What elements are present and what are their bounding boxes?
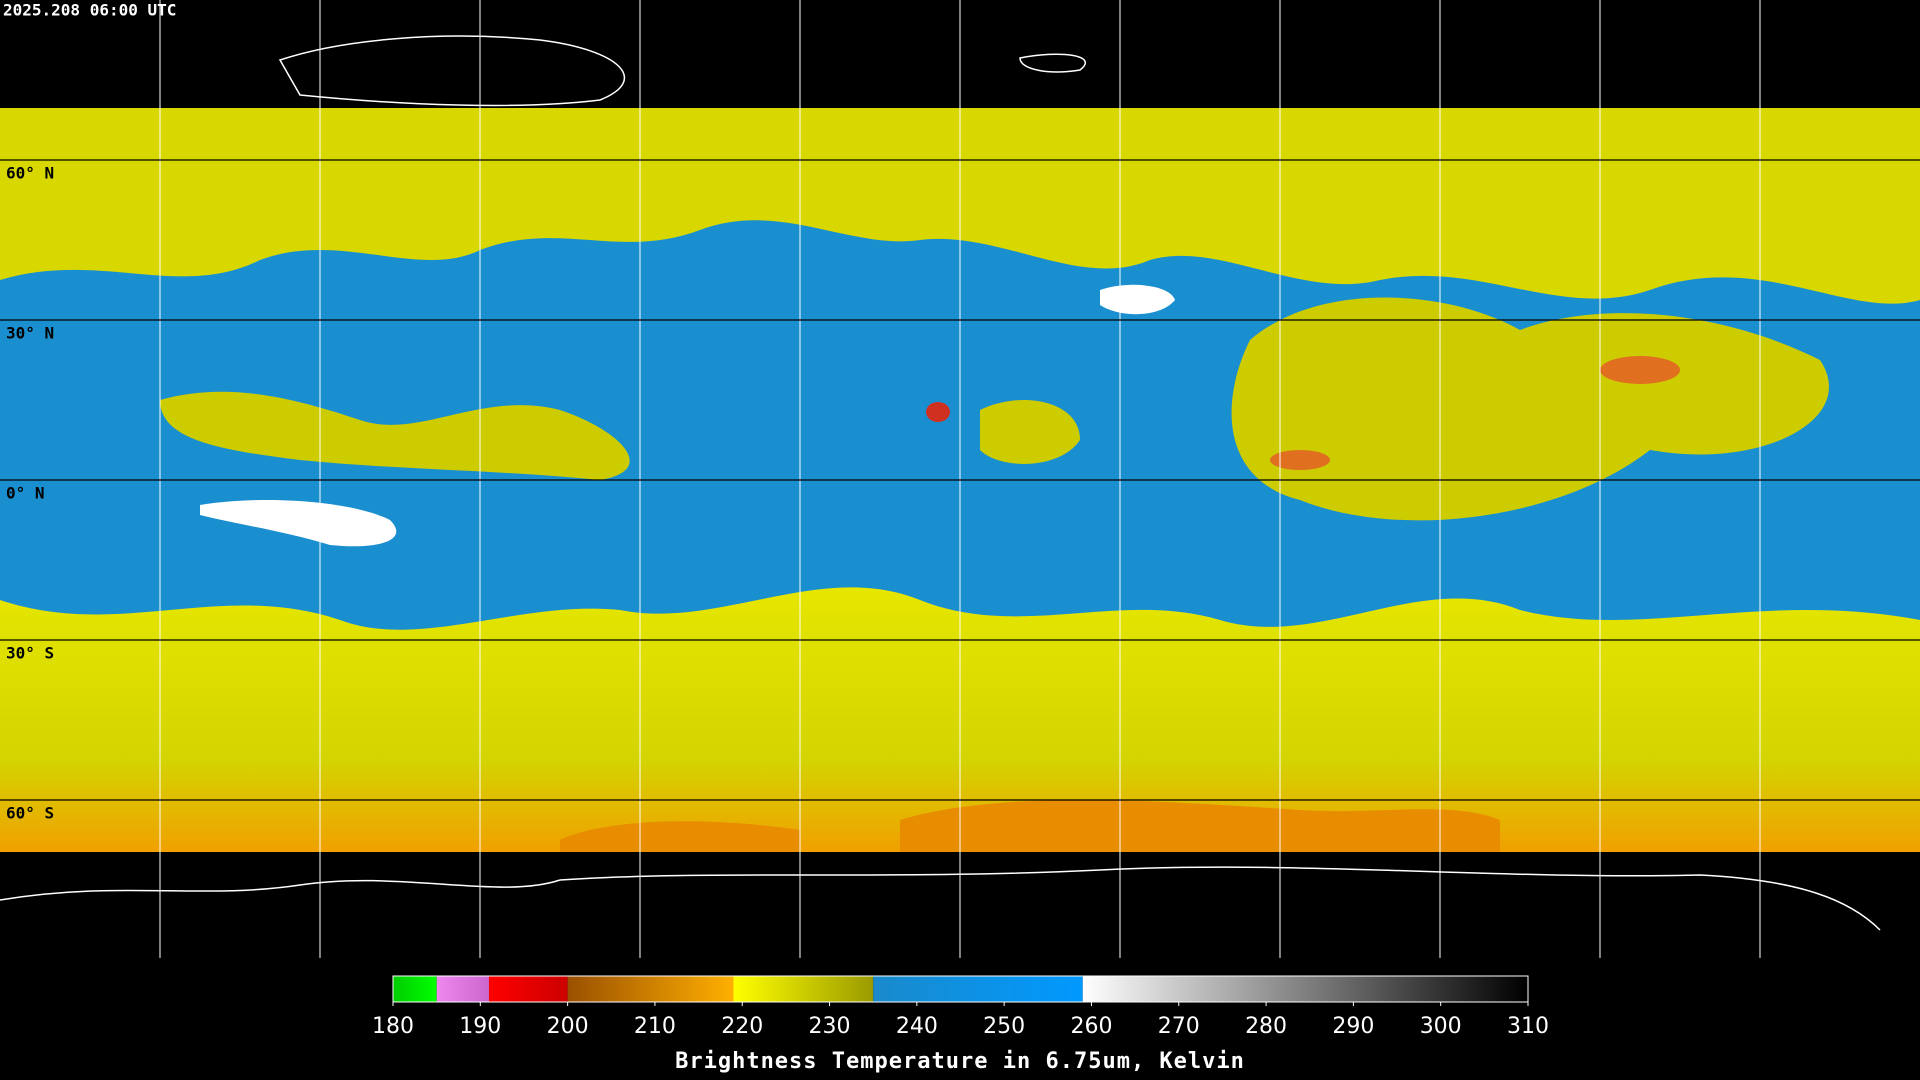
deep-convection: [1600, 356, 1680, 384]
colorbar-tick-label: 270: [1158, 1014, 1200, 1039]
colorbar-tick-label: 180: [372, 1014, 414, 1039]
colorbar-segment: [733, 976, 874, 1002]
tropical-convection: [1231, 297, 1829, 521]
colorbar-frame: [392, 975, 1529, 1003]
coastline: [0, 35, 1881, 931]
colorbar-tick-label: 300: [1420, 1014, 1462, 1039]
colorbar-tick-label: 200: [547, 1014, 589, 1039]
colorbar-tick-label: 280: [1245, 1014, 1287, 1039]
colorbar-tick-label: 250: [983, 1014, 1025, 1039]
deep-convection: [1270, 450, 1330, 470]
colorbar-tick-label: 290: [1332, 1014, 1374, 1039]
cold-band: [560, 800, 1500, 852]
colorbar-segment: [567, 976, 734, 1002]
colorbar-segment: [393, 976, 437, 1002]
colorbar-segment: [436, 976, 490, 1002]
colorbar-label: Brightness Temperature in 6.75um, Kelvin: [675, 1049, 1245, 1074]
colorbar-tick-label: 310: [1507, 1014, 1549, 1039]
latitude-label: 0° N: [6, 484, 45, 503]
dry-air-patch: [200, 500, 397, 547]
colorbar-tick-label: 220: [721, 1014, 763, 1039]
tropical-convection: [980, 400, 1080, 464]
colorbar-tick-label: 240: [896, 1014, 938, 1039]
latitude-label: 30° N: [6, 324, 54, 343]
dry-air-patch: [1100, 284, 1175, 315]
latitude-label: 30° S: [6, 644, 54, 663]
colorbar-tick-label: 210: [634, 1014, 676, 1039]
latitude-label: 60° N: [6, 164, 54, 183]
tropical-convection: [160, 391, 630, 480]
colorbar-segment: [1082, 976, 1528, 1002]
timestamp: 2025.208 06:00 UTC: [3, 1, 176, 20]
colorbar-segment: [489, 976, 568, 1002]
latitude-label: 60° S: [6, 804, 54, 823]
deep-convection: [926, 402, 950, 422]
colorbar-tick-label: 190: [459, 1014, 501, 1039]
colorbar-tick-label: 230: [809, 1014, 851, 1039]
colorbar-segment: [873, 976, 1083, 1002]
colorbar-tick-label: 260: [1070, 1014, 1112, 1039]
